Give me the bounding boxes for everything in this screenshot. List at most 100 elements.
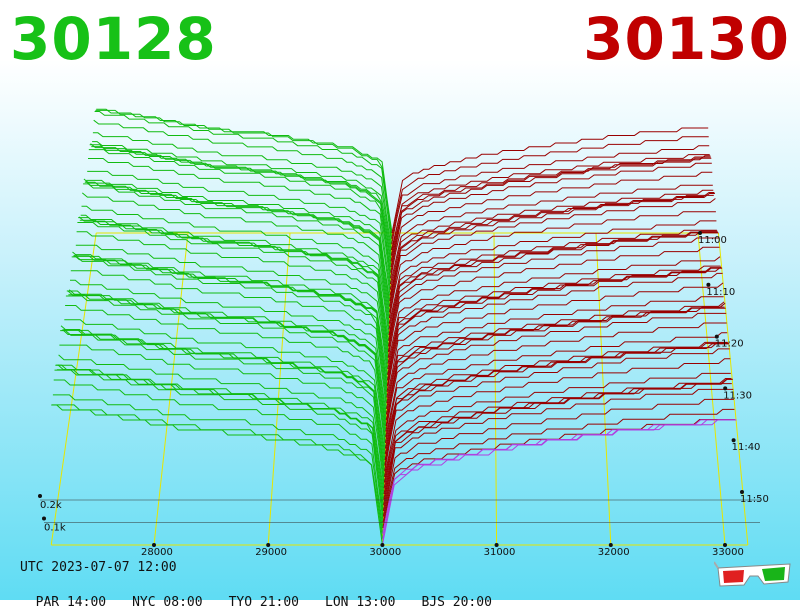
bid-depth-line (76, 231, 389, 370)
grid-price-line (595, 232, 612, 546)
price-tick-mark (494, 543, 499, 547)
bid-depth-line (95, 109, 393, 239)
ask-depth-line (386, 282, 724, 398)
depth-tick-label: 0.1k (44, 523, 66, 534)
bid-depth-line (94, 111, 393, 245)
time-tick-label: 11:00 (698, 235, 727, 246)
bid-depth-line (78, 217, 389, 358)
bid-depth-line (85, 180, 391, 307)
ask-depth-line (388, 220, 717, 324)
ask-depth-line (388, 230, 718, 336)
bid-depth-line (88, 158, 391, 290)
ask-depth-line (389, 189, 714, 290)
ask-depth-line (385, 307, 726, 426)
ask-depth-line (385, 322, 727, 438)
ask-depth-line (382, 388, 734, 512)
timezone-beijing: BJS 20:00 (421, 595, 492, 610)
bid-depth-line (65, 295, 386, 443)
bid-depth-line (72, 251, 388, 398)
bid-depth-line (81, 192, 390, 330)
bid-depth-line (71, 256, 388, 404)
price-tick-label: 32000 (598, 547, 630, 558)
grid-price-line (493, 232, 498, 546)
timezone-paris: PAR 14:00 (35, 595, 107, 610)
bid-depth-line (90, 143, 392, 273)
bid-depth-line (86, 179, 391, 302)
price-tick-label: 31000 (484, 547, 516, 558)
time-tick-label: 11:40 (732, 442, 761, 453)
ask-depth-line (385, 306, 725, 415)
timezone-london: LON 13:00 (325, 595, 396, 610)
ask-depth-line (389, 193, 715, 307)
ask-depth-line (385, 332, 728, 444)
bid-depth-line (83, 183, 390, 324)
price-tick-mark (608, 543, 613, 547)
time-tick-mark (706, 282, 711, 287)
time-tick-label: 11:50 (740, 494, 769, 505)
chart-axes: 28000 29000 30000 31000 32000 33000 0.1k 0.2k 11… (38, 231, 769, 558)
price-tick-label: 33000 (712, 547, 744, 558)
ask-depth-line (382, 419, 736, 540)
ask-depth-line (391, 136, 709, 239)
bid-depth-line (73, 255, 388, 392)
ask-depth-line (389, 194, 714, 296)
ask-depth-line (386, 301, 725, 410)
bid-depth-line (65, 305, 386, 449)
ask-depth-line (390, 157, 712, 268)
timezone-tokyo: TYO 21:00 (228, 595, 300, 610)
ask-depth-line (390, 162, 712, 273)
time-tick-mark (740, 490, 744, 494)
price-tick-label: 29000 (255, 547, 287, 558)
bid-depth-line (78, 216, 389, 353)
bid-depth-line (66, 290, 387, 438)
bid-depth-line (89, 144, 392, 279)
ask-depth-line (383, 378, 733, 506)
bid-depth-line (88, 149, 391, 285)
time-tick-label: 11:30 (723, 390, 752, 401)
bid-depth-line (59, 344, 385, 489)
ask-depth-line (386, 267, 723, 387)
bid-depth-line (80, 214, 390, 341)
bid-depth-line (60, 325, 385, 477)
ask-depth-line (387, 266, 722, 375)
ask-depth-line (388, 232, 719, 347)
ask-price: 30130 (583, 5, 790, 73)
ask-depth-line (382, 408, 735, 523)
bid-depth-line (84, 181, 391, 313)
ask-depth-line (386, 272, 723, 392)
ask-depth-line (388, 229, 717, 330)
bid-depth-line (52, 404, 384, 540)
ask-depth-line (389, 192, 715, 302)
bid-depth-line (57, 364, 385, 500)
3d-glasses-icon[interactable] (714, 558, 794, 592)
bid-depth-line (92, 141, 392, 262)
ask-depth-line (387, 256, 721, 364)
price-tick-mark (723, 543, 727, 547)
depth-tick-mark (42, 516, 46, 521)
bid-depth-line (77, 222, 389, 364)
depth-tick-label: 0.2k (40, 500, 62, 511)
depth-surface (51, 108, 737, 546)
time-tick-mark (714, 334, 719, 339)
ask-depth-line (390, 171, 713, 279)
bid-depth-line (56, 364, 384, 512)
timezone-list: PAR 14:00 NYC 08:00 TYO 21:00 LON 13:00 BJS … (20, 580, 518, 610)
ask-depth-line (387, 267, 722, 381)
bid-depth-line (73, 254, 388, 387)
bid-depth-line (96, 108, 393, 234)
time-tick-mark (698, 231, 702, 235)
ask-depth-line (388, 211, 716, 319)
bid-depth-line (81, 205, 390, 336)
bid-depth-line (75, 244, 389, 375)
bid-depth-line (92, 132, 392, 256)
ask-depth-line (387, 246, 720, 358)
ask-depth-line (389, 184, 713, 285)
ask-depth-line (391, 127, 709, 234)
price-tick-mark (266, 543, 271, 547)
ask-depth-line (387, 237, 719, 353)
bid-depth-line (58, 354, 385, 494)
bid-depth-line (70, 279, 387, 415)
time-tick-mark (731, 438, 736, 443)
ask-depth-line (388, 231, 718, 341)
